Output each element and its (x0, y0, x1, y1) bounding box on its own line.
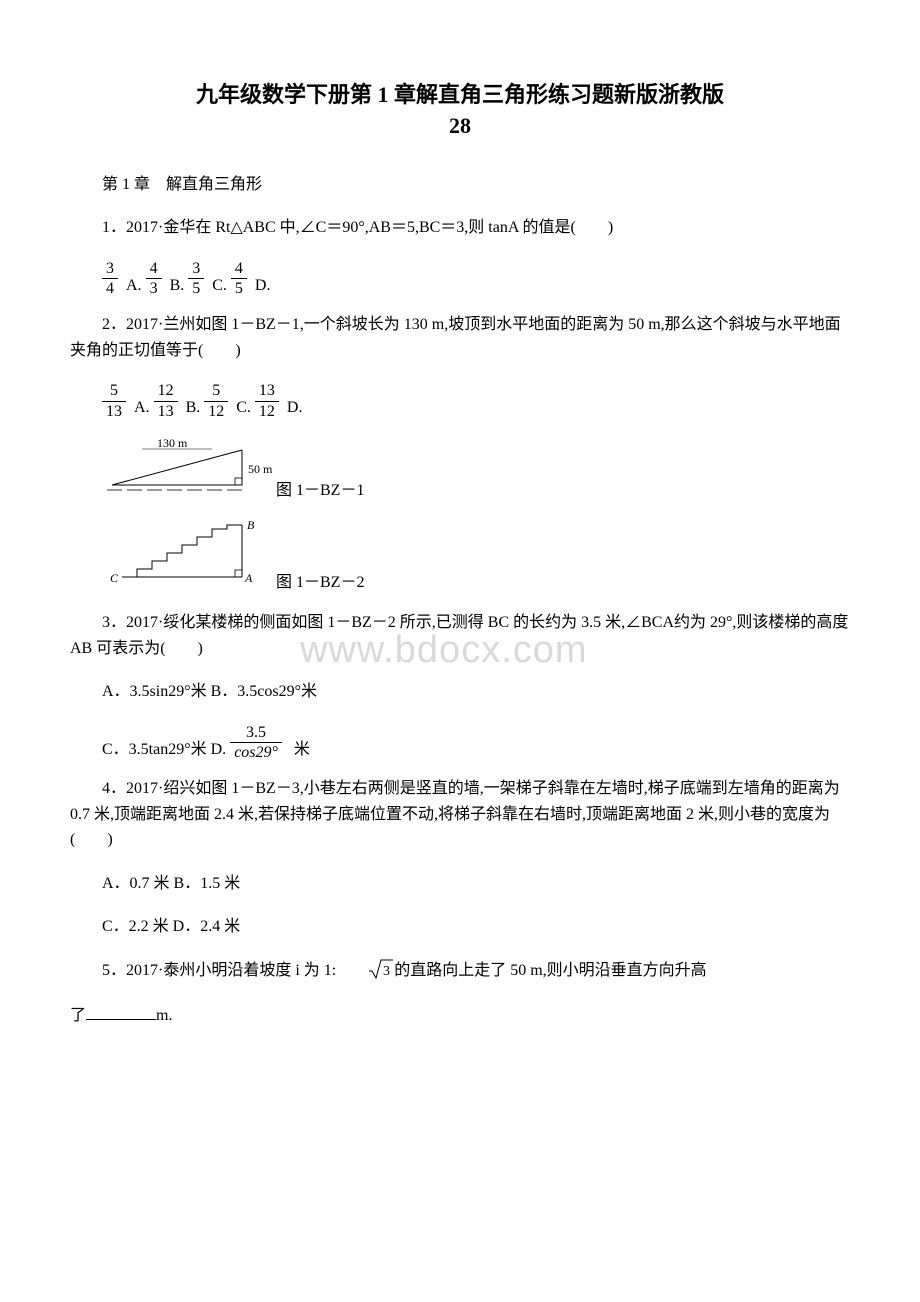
q1-label-b: B. (170, 273, 185, 299)
q1-label-d: D. (255, 273, 271, 299)
fig2-a: A (244, 571, 253, 585)
figure-2-svg: B A C (102, 517, 272, 587)
fig1-hyp-label: 130 m (157, 436, 188, 450)
blank-fill (86, 1019, 156, 1020)
question-2-options: 513A. 1213B. 512C. 1312D. (102, 381, 850, 420)
q2-opt-b-den: 13 (154, 402, 178, 421)
q5-post3: m. (156, 1007, 172, 1024)
question-1-options: 34A. 43B. 35C. 45D. (102, 259, 850, 298)
q2-opt-c-den: 12 (204, 402, 228, 421)
q1-opt-b-num: 4 (146, 259, 162, 279)
q5-post2: 了 (70, 1007, 86, 1024)
q1-opt-c-num: 3 (188, 259, 204, 279)
chapter-heading: 第 1 章 解直角三角形 (70, 172, 850, 198)
q5-post1: 的直路向上走了 50 m,则小明沿垂直方向升高 (394, 962, 706, 979)
sqrt-icon: 3 (336, 958, 394, 985)
q1-opt-d-den: 5 (231, 279, 247, 298)
q2-opt-b-num: 12 (154, 381, 178, 401)
q1-opt-c-den: 5 (188, 279, 204, 298)
q1-label-a: A. (126, 273, 142, 299)
question-4-row2: C．2.2 米 D．2.4 米 (70, 914, 850, 940)
q2-label-b: B. (186, 395, 201, 421)
question-3-row2: C．3.5tan29°米 D. 3.5cos29° 米 (102, 723, 850, 762)
q1-opt-d-num: 4 (231, 259, 247, 279)
q3-d-unit: 米 (294, 740, 310, 757)
q1-opt-a-num: 3 (102, 259, 118, 279)
q1-opt-b-den: 3 (146, 279, 162, 298)
q3-d-num: 3.5 (230, 723, 282, 743)
q5-sqrt-val: 3 (383, 964, 390, 979)
question-4-row1: A．0.7 米 B．1.5 米 (70, 871, 850, 897)
figure-1-row: 130 m 50 m 图 1－BZ－1 (102, 435, 850, 504)
question-4: 4．2017·绍兴如图 1－BZ－3,小巷左右两侧是竖直的墙,一架梯子斜靠在左墙… (70, 776, 850, 853)
fig2-b: B (247, 518, 255, 532)
fig1-vert-label: 50 m (248, 462, 272, 476)
q2-label-a: A. (134, 395, 150, 421)
figure-2-label: 图 1－BZ－2 (276, 570, 364, 596)
figure-2-row: B A C 图 1－BZ－2 (102, 517, 850, 596)
q2-label-c: C. (236, 395, 251, 421)
fig2-c: C (110, 571, 119, 585)
q1-opt-a-den: 4 (102, 279, 118, 298)
q3-d-den: cos29° (230, 743, 282, 762)
q2-opt-c-num: 5 (204, 381, 228, 401)
question-5: 5．2017·泰州小明沿着坡度 i 为 1: 3 的直路向上走了 50 m,则小明沿… (70, 958, 850, 985)
question-3-row1: A．3.5sin29°米 B．3.5cos29°米 (70, 679, 850, 705)
q3-opt-c: C．3.5tan29°米 D. (102, 740, 226, 757)
question-1: 1．2017·金华在 Rt△ABC 中,∠C＝90°,AB＝5,BC＝3,则 t… (70, 215, 850, 241)
question-3: 3．2017·绥化某楼梯的侧面如图 1－BZ－2 所示,已测得 BC 的长约为 … (70, 610, 850, 661)
q2-opt-a-num: 5 (102, 381, 126, 401)
q1-label-c: C. (212, 273, 227, 299)
page-title: 九年级数学下册第 1 章解直角三角形练习题新版浙教版 28 (70, 80, 850, 142)
question-2: 2．2017·兰州如图 1－BZ－1,一个斜坡长为 130 m,坡顶到水平地面的… (70, 312, 850, 363)
title-line-2: 28 (449, 113, 471, 138)
figure-1-label: 图 1－BZ－1 (276, 478, 364, 504)
q2-opt-d-den: 12 (255, 402, 279, 421)
q2-opt-d-num: 13 (255, 381, 279, 401)
q2-opt-a-den: 13 (102, 402, 126, 421)
q5-pre: 5．2017·泰州小明沿着坡度 i 为 1: (102, 962, 336, 979)
title-line-1: 九年级数学下册第 1 章解直角三角形练习题新版浙教版 (196, 82, 724, 107)
q2-label-d: D. (287, 395, 303, 421)
figure-1-svg: 130 m 50 m (102, 435, 272, 495)
question-5-line2: 了 m. (70, 1003, 850, 1029)
